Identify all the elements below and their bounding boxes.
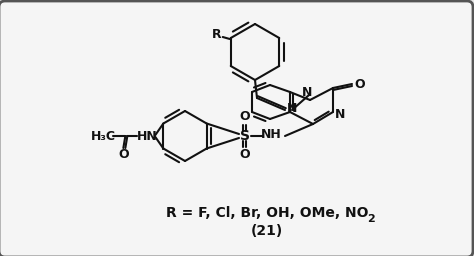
Text: R: R [212,28,221,41]
Text: N: N [287,102,297,115]
Text: N: N [335,108,345,121]
Text: S: S [240,129,250,143]
Text: O: O [240,148,250,162]
Text: O: O [118,148,128,162]
Text: H₃C: H₃C [91,130,116,143]
Text: (21): (21) [251,224,283,238]
Text: R = F, Cl, Br, OH, OMe, NO: R = F, Cl, Br, OH, OMe, NO [166,206,368,220]
Text: 2: 2 [367,214,375,224]
Text: O: O [355,78,365,91]
Text: HN: HN [137,130,158,143]
Text: O: O [240,111,250,123]
Text: N: N [302,86,312,99]
Text: NH: NH [261,127,282,141]
